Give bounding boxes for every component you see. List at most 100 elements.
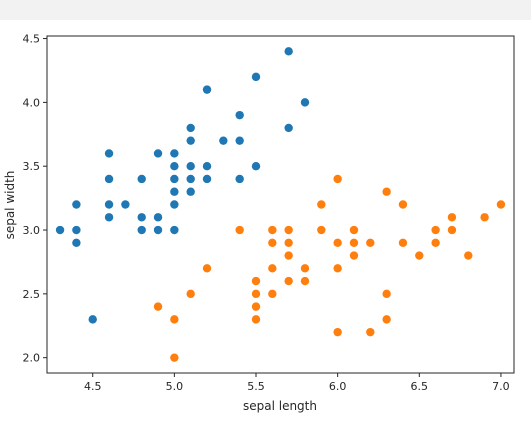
data-point-series-1: [170, 200, 179, 209]
data-point-series-1: [170, 162, 179, 171]
data-point-series-2: [349, 251, 359, 260]
data-point-series-1: [251, 162, 261, 171]
data-point-series-1: [153, 149, 163, 158]
data-point-series-1: [202, 162, 212, 171]
data-point-series-1: [235, 174, 244, 184]
data-point-series-1: [219, 136, 228, 145]
y-axis-label: sepal width: [3, 171, 17, 240]
data-point-series-1: [186, 174, 195, 184]
data-point-series-2: [300, 276, 310, 286]
data-point-series-2: [268, 289, 277, 299]
data-point-series-1: [137, 213, 146, 222]
data-point-series-1: [170, 149, 179, 158]
data-point-series-1: [72, 238, 81, 247]
x-tick-label: 6.5: [411, 380, 429, 393]
data-point-series-1: [55, 225, 65, 235]
data-point-series-1: [202, 85, 212, 94]
data-point-series-2: [251, 315, 261, 324]
data-point-series-1: [153, 225, 163, 235]
data-point-series-2: [268, 264, 277, 273]
data-point-series-1: [186, 162, 195, 171]
data-point-series-1: [300, 98, 310, 107]
data-point-series-2: [251, 289, 261, 299]
data-point-series-1: [186, 136, 195, 145]
data-point-series-2: [284, 238, 293, 247]
y-tick-label: 2.0: [23, 352, 41, 365]
data-point-series-2: [464, 251, 473, 260]
x-tick-label: 6.0: [329, 380, 347, 393]
data-point-series-2: [382, 315, 391, 324]
data-point-series-2: [251, 302, 261, 311]
x-tick-label: 5.5: [247, 380, 265, 393]
data-point-series-1: [186, 187, 195, 196]
y-tick-label: 4.5: [23, 33, 41, 46]
data-point-series-2: [170, 353, 179, 362]
data-point-series-2: [317, 225, 326, 235]
data-point-series-1: [121, 200, 130, 209]
data-point-series-2: [333, 264, 342, 273]
data-point-series-2: [382, 187, 391, 196]
x-axis-ticks: 4.5 5.0 5.5 6.0 6.5 7.0: [84, 373, 510, 393]
x-tick-label: 7.0: [492, 380, 510, 393]
x-tick-label: 5.0: [166, 380, 184, 393]
data-point-series-1: [186, 123, 195, 133]
y-tick-label: 2.5: [23, 288, 41, 301]
data-point-series-1: [170, 187, 179, 196]
data-point-series-2: [366, 238, 375, 247]
data-point-series-1: [251, 72, 261, 82]
data-point-series-2: [415, 251, 424, 260]
data-point-series-2: [317, 200, 326, 209]
x-tick-label: 4.5: [84, 380, 102, 393]
data-point-series-2: [284, 251, 293, 260]
data-point-series-2: [333, 174, 342, 184]
data-point-series-1: [284, 123, 293, 133]
data-point-series-1: [137, 225, 146, 235]
data-point-series-2: [284, 276, 293, 286]
data-point-series-1: [284, 47, 293, 56]
data-point-series-1: [104, 174, 114, 184]
y-tick-label: 4.0: [23, 96, 41, 109]
data-point-series-1: [72, 225, 81, 235]
axes-frame: [46, 35, 515, 374]
y-tick-label: 3.5: [23, 160, 41, 173]
data-point-series-2: [170, 315, 179, 324]
data-point-series-2: [480, 213, 489, 222]
data-points: [55, 47, 506, 362]
data-point-series-1: [104, 213, 114, 222]
data-point-series-2: [300, 264, 310, 273]
data-point-series-2: [153, 302, 163, 311]
top-bar: [0, 0, 531, 20]
data-point-series-2: [447, 213, 457, 222]
data-point-series-2: [251, 276, 261, 286]
data-point-series-2: [268, 238, 277, 247]
data-point-series-2: [349, 225, 359, 235]
data-point-series-1: [235, 110, 244, 120]
data-point-series-2: [398, 200, 408, 209]
data-point-series-2: [333, 238, 342, 247]
data-point-series-2: [333, 327, 342, 337]
data-point-series-1: [202, 174, 212, 184]
data-point-series-2: [366, 327, 375, 337]
data-point-series-2: [349, 238, 359, 247]
data-point-series-2: [268, 225, 277, 235]
data-point-series-1: [170, 225, 179, 235]
data-point-series-1: [170, 174, 179, 184]
data-point-series-2: [431, 238, 440, 247]
y-axis-ticks: 2.0 2.5 3.0 3.5 4.0 4.5: [23, 33, 47, 365]
data-point-series-2: [431, 225, 440, 235]
y-tick-label: 3.0: [23, 224, 41, 237]
data-point-series-1: [104, 200, 114, 209]
data-point-series-1: [235, 136, 244, 145]
data-point-series-1: [88, 315, 97, 324]
data-point-series-1: [137, 174, 146, 184]
data-point-series-2: [382, 289, 391, 299]
data-point-series-2: [447, 225, 457, 235]
data-point-series-2: [186, 289, 195, 299]
data-point-series-1: [104, 149, 114, 158]
data-point-series-2: [496, 200, 506, 209]
data-point-series-2: [235, 225, 244, 235]
data-point-series-2: [284, 225, 293, 235]
data-point-series-1: [72, 200, 81, 209]
